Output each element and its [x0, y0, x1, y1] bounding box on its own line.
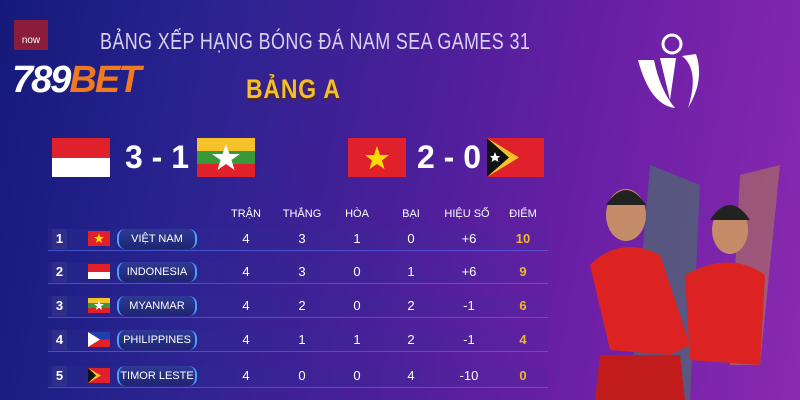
points: 10: [515, 231, 531, 246]
rank: 4: [52, 330, 67, 350]
drawn: 1: [353, 332, 361, 347]
sea-games-logo-icon: [638, 33, 700, 108]
match-score: 3 - 1: [124, 139, 190, 175]
lost: 1: [407, 264, 415, 279]
goal-difference: +6: [461, 231, 477, 246]
team-name: VIỆT NAM: [117, 229, 197, 249]
table-row: 4 PHILIPPINES 4 1 1 2 -1 4: [48, 330, 548, 352]
drawn: 0: [353, 298, 361, 313]
column-header-lost: BẠI: [402, 208, 420, 220]
rank: 3: [52, 296, 67, 316]
team-name: PHILIPPINES: [117, 330, 197, 350]
goal-difference: +6: [461, 264, 477, 279]
vietnam-flag-icon: [348, 138, 406, 177]
played: 4: [242, 298, 250, 313]
team-flag-icon: [88, 332, 110, 347]
goal-difference: -1: [463, 332, 475, 347]
table-row: 5 TIMOR LESTE 4 0 0 4 -10 0: [48, 366, 548, 388]
column-header-points: ĐIỂM: [509, 208, 537, 220]
tv-badge: now: [14, 20, 48, 50]
played: 4: [242, 264, 250, 279]
rank: 1: [52, 229, 67, 249]
brand-logo: 789BET: [12, 59, 141, 101]
won: 0: [298, 368, 306, 383]
team-flag-icon: [88, 298, 110, 313]
match-score: 2 - 0: [416, 139, 482, 175]
lost: 0: [407, 231, 415, 246]
column-header-won: THẮNG: [282, 208, 322, 220]
table-row: 2 INDONESIA 4 3 0 1 +6 9: [48, 262, 548, 284]
played: 4: [242, 231, 250, 246]
group-title: BẢNG A: [246, 74, 341, 104]
points: 0: [519, 368, 527, 383]
team-flag-icon: [88, 231, 110, 246]
rank: 5: [52, 366, 67, 386]
team-flag-icon: [88, 368, 110, 383]
points: 6: [519, 298, 527, 313]
drawn: 0: [353, 264, 361, 279]
timor-leste-flag-icon: [487, 138, 544, 177]
played: 4: [242, 368, 250, 383]
players-photo: [590, 165, 780, 400]
played: 4: [242, 332, 250, 347]
won: 3: [298, 264, 306, 279]
drawn: 0: [353, 368, 361, 383]
points: 4: [519, 332, 527, 347]
lost: 4: [407, 368, 415, 383]
team-name: INDONESIA: [117, 262, 197, 282]
lost: 2: [407, 332, 415, 347]
team-flag-icon: [88, 264, 110, 279]
goal-difference: -1: [463, 298, 475, 313]
won: 2: [298, 298, 306, 313]
team-name: TIMOR LESTE: [117, 366, 197, 386]
table-row: 3 MYANMAR 4 2 0 2 -1 6: [48, 296, 548, 318]
column-header-drawn: HÒA: [345, 208, 369, 220]
indonesia-flag-icon: [52, 138, 110, 177]
page-title: BẢNG XẾP HẠNG BÓNG ĐÁ NAM SEA GAMES 31: [100, 28, 531, 54]
column-header-played: TRẬN: [231, 208, 261, 220]
points: 9: [519, 264, 527, 279]
team-name: MYANMAR: [117, 296, 197, 316]
table-row: 1 VIỆT NAM 4 3 1 0 +6 10: [48, 229, 548, 251]
won: 3: [298, 231, 306, 246]
goal-difference: -10: [459, 368, 479, 383]
lost: 2: [407, 298, 415, 313]
column-header-goal-difference: HIỆU SỐ: [444, 208, 490, 220]
myanmar-flag-icon: [197, 138, 255, 177]
rank: 2: [52, 262, 67, 282]
won: 1: [298, 332, 306, 347]
drawn: 1: [353, 231, 361, 246]
